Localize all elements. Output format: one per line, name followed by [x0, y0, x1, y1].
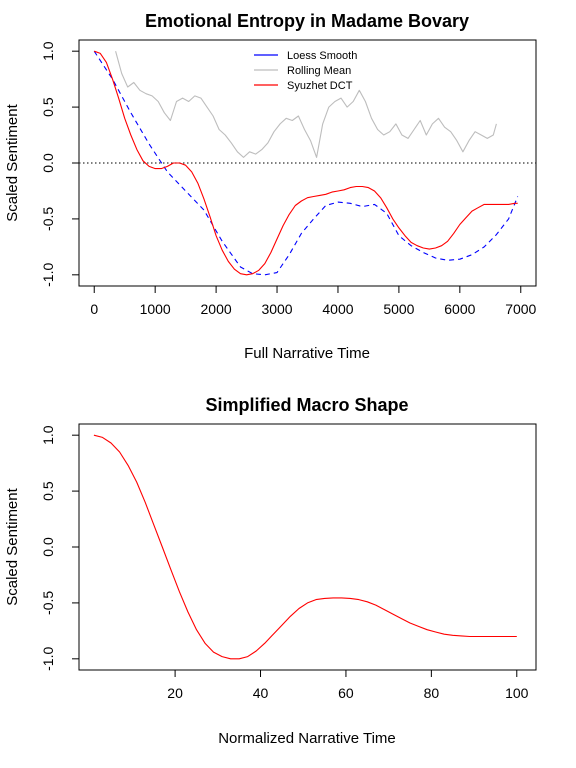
- chart1-x-tick-label: 2000: [201, 301, 232, 317]
- chart2-plot-area: [93, 434, 517, 660]
- chart1-y-tick-label: 0.0: [40, 153, 56, 173]
- chart1-series-rolling-mean: [115, 51, 497, 158]
- chart1-x-tick-label: 5000: [383, 301, 414, 317]
- chart2-y-tick-label: -0.5: [40, 591, 56, 615]
- chart2-title: Simplified Macro Shape: [205, 395, 408, 415]
- chart1-y-tick-label: 0.5: [40, 97, 56, 117]
- chart1-plot-area: [79, 50, 536, 276]
- chart1-x-axis: 0 1000 2000 3000 4000 5000 6000 7000: [90, 285, 537, 317]
- chart1-x-axis-label: Full Narrative Time: [244, 345, 370, 362]
- chart2-x-tick-label: 60: [338, 685, 354, 701]
- chart2-y-tick-label: 0.0: [40, 537, 56, 557]
- chart1-x-tick-label: 7000: [505, 301, 536, 317]
- chart1-y-axis-label: Scaled Sentiment: [4, 103, 21, 221]
- chart1-y-axis: 1.0 0.5 0.0 -0.5 -1.0: [40, 41, 79, 287]
- legend-label-syuzhet-dct: Syuzhet DCT: [287, 80, 353, 92]
- chart1-x-tick-label: 0: [90, 301, 98, 317]
- chart2-x-tick-label: 80: [424, 685, 440, 701]
- chart1-x-tick-label: 4000: [322, 301, 353, 317]
- chart2-x-tick-label: 40: [253, 685, 269, 701]
- chart-emotional-entropy: Emotional Entropy in Madame Bovary 0 1000…: [4, 11, 537, 362]
- chart1-y-tick-label: -0.5: [40, 207, 56, 231]
- chart2-x-axis-label: Normalized Narrative Time: [218, 730, 396, 747]
- chart1-y-tick-label: -1.0: [40, 263, 56, 287]
- chart1-y-tick-label: 1.0: [40, 41, 56, 61]
- legend-label-rolling-mean: Rolling Mean: [287, 65, 351, 77]
- chart-simplified-macro-shape: Simplified Macro Shape 20 40 60 80 100 1.0 0.…: [4, 395, 537, 747]
- legend-label-loess-smooth: Loess Smooth: [287, 50, 357, 62]
- chart1-legend: Loess Smooth Rolling Mean Syuzhet DCT: [254, 50, 357, 92]
- chart2-y-axis: 1.0 0.5 0.0 -0.5 -1.0: [40, 425, 79, 671]
- chart2-y-tick-label: -1.0: [40, 647, 56, 671]
- chart2-y-axis-label: Scaled Sentiment: [4, 487, 21, 605]
- chart1-series-loess-smooth: [93, 50, 519, 276]
- chart1-x-tick-label: 3000: [261, 301, 292, 317]
- chart1-x-tick-label: 1000: [140, 301, 171, 317]
- chart2-x-axis: 20 40 60 80 100: [167, 669, 529, 701]
- chart1-x-tick-label: 6000: [444, 301, 475, 317]
- chart1-series-syuzhet-dct: [94, 50, 518, 276]
- chart2-x-tick-label: 20: [167, 685, 183, 701]
- chart1-title: Emotional Entropy in Madame Bovary: [145, 11, 469, 31]
- chart2-series-macro-shape: [93, 434, 517, 660]
- chart2-y-tick-label: 1.0: [40, 425, 56, 445]
- chart2-x-tick-label: 100: [505, 685, 529, 701]
- chart2-y-tick-label: 0.5: [40, 481, 56, 501]
- chart2-plot-frame: [78, 423, 537, 671]
